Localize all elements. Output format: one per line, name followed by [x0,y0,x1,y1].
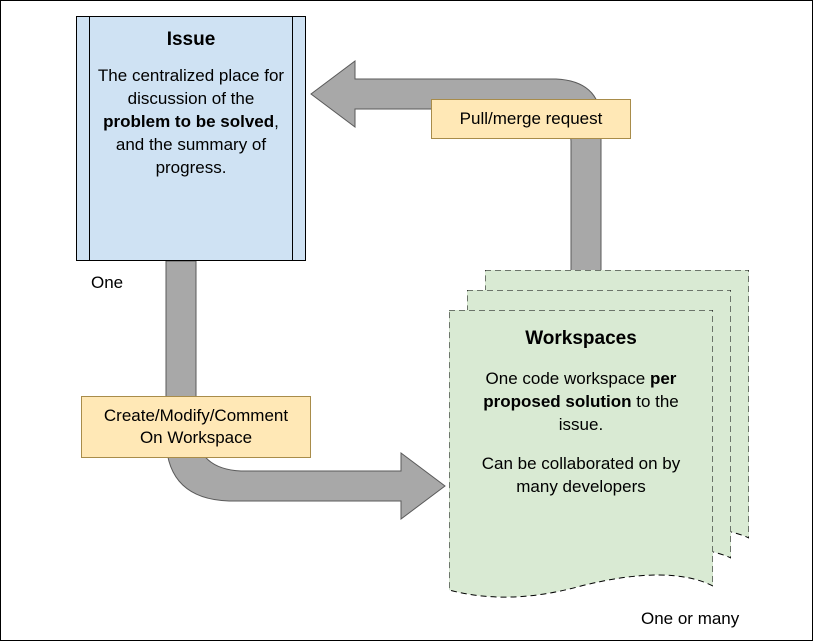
label-create-modify: Create/Modify/Comment On Workspace [81,396,311,458]
workspace-body2: Can be collaborated on by many developer… [463,453,699,499]
workspace-title: Workspaces [463,328,699,350]
arrow-pull-merge [311,61,601,273]
workspace-body1-pre: One code workspace [486,369,650,388]
label-create-modify-line2: On Workspace [140,428,252,447]
workspace-cardinality: One or many [641,609,739,629]
issue-node: Issue The centralized place for discussi… [76,16,306,261]
issue-body: The centralized place for discussion of … [95,65,287,180]
label-pull-merge-text: Pull/merge request [460,109,603,128]
label-pull-merge: Pull/merge request [431,99,631,139]
label-create-modify-line1: Create/Modify/Comment [104,406,288,425]
issue-title: Issue [95,29,287,51]
issue-body-pre: The centralized place for discussion of … [98,66,284,108]
issue-body-bold: problem to be solved [103,112,274,131]
issue-cardinality: One [91,273,123,293]
arrow-create-workspace [166,261,445,519]
workspace-body: One code workspace per proposed solution… [463,368,699,499]
workspace-node: Workspaces One code workspace per propos… [449,310,713,600]
diagram-canvas: Issue The centralized place for discussi… [0,0,813,641]
